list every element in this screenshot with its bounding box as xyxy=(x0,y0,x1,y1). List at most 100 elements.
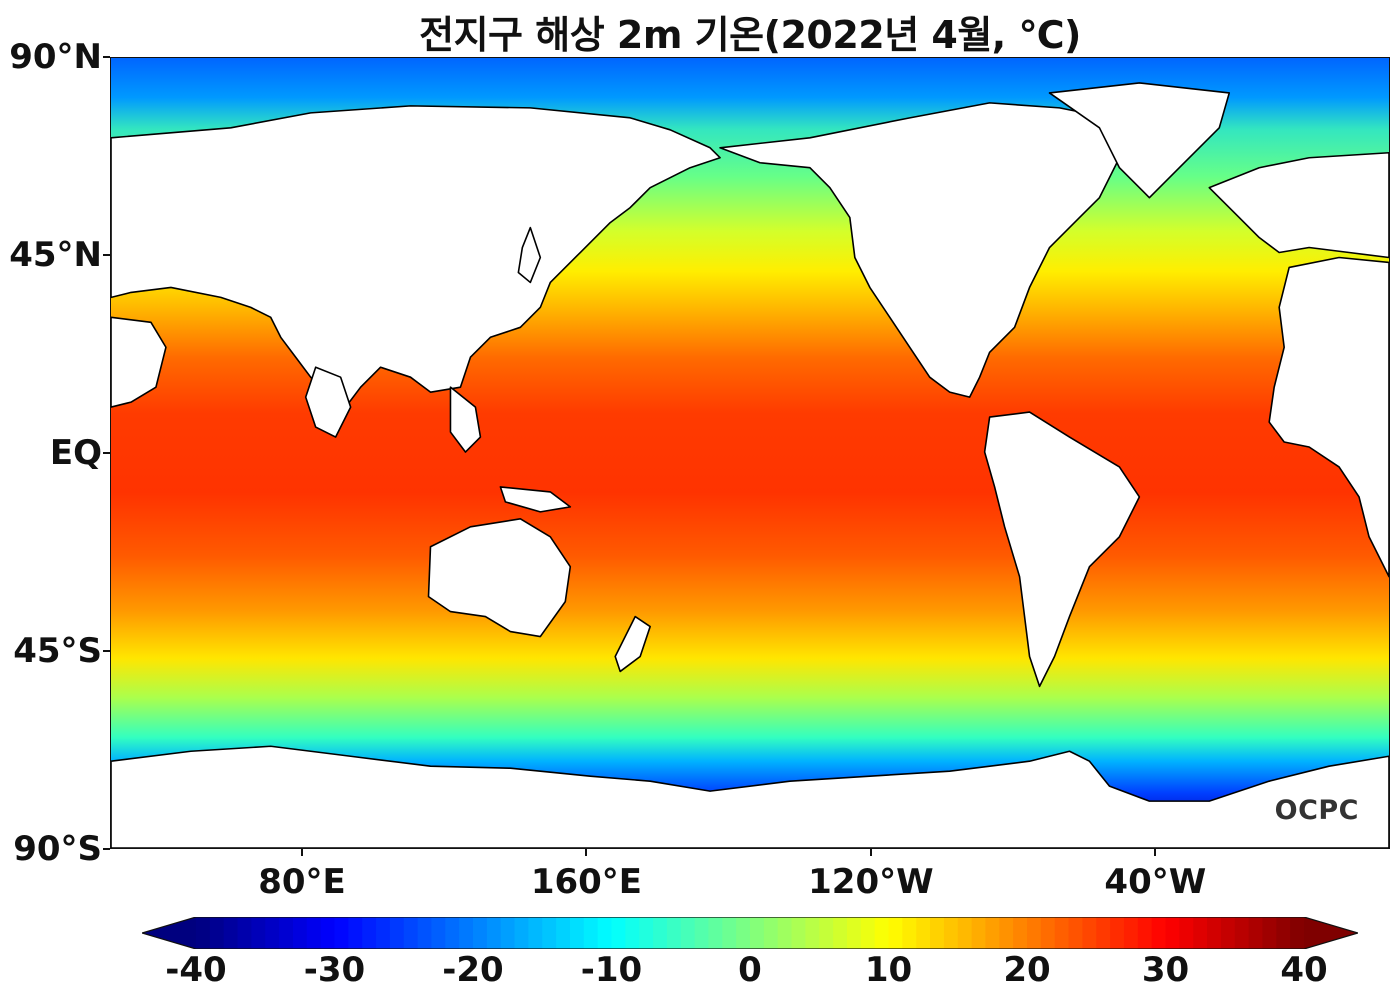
lat-tick-label: 45°N xyxy=(9,235,102,275)
colorbar-segment xyxy=(791,917,806,949)
lat-tick-label: 90°N xyxy=(9,37,102,77)
colorbar-segment xyxy=(805,917,820,949)
colorbar-segment xyxy=(930,917,945,949)
lon-tick-label: 40°W xyxy=(1104,862,1207,902)
colorbar-segment xyxy=(1027,917,1042,949)
colorbar-segment xyxy=(916,917,931,949)
landmass-arabia-africa-edge xyxy=(111,316,167,408)
lat-tick-label: 90°S xyxy=(13,829,102,869)
colorbar-segment xyxy=(196,917,211,949)
colorbar-tick-label: 40 xyxy=(1280,950,1328,990)
colorbar-segment xyxy=(1151,917,1167,949)
colorbar-segment xyxy=(1179,917,1194,949)
colorbar-segment xyxy=(1220,917,1236,949)
colorbar-segment xyxy=(1068,917,1083,949)
colorbar-segment xyxy=(583,917,599,949)
colorbar-segment xyxy=(750,917,765,949)
colorbar-segment xyxy=(971,917,987,949)
colorbar-segment xyxy=(1262,917,1277,949)
lon-tick-label: 160°E xyxy=(530,862,643,902)
colorbar-tick-label: -30 xyxy=(303,950,366,990)
landmass-south-america xyxy=(983,411,1141,688)
colorbar-segment xyxy=(320,917,336,949)
colorbar-segment xyxy=(265,917,280,949)
landmass-north-america xyxy=(719,102,1121,398)
colorbar-tick-label: 30 xyxy=(1141,950,1190,990)
colorbar-segment xyxy=(1054,917,1070,949)
colorbar-segment xyxy=(860,917,876,949)
colorbar-segment xyxy=(653,917,668,949)
colorbar-segment xyxy=(362,917,377,949)
colorbar-segment xyxy=(1276,917,1291,949)
temperature-map xyxy=(111,58,1389,848)
colorbar-segment xyxy=(957,917,973,949)
colorbar-segment xyxy=(1290,917,1305,949)
colorbar-graphic xyxy=(139,916,1361,950)
colorbar-segment xyxy=(1096,917,1111,949)
colorbar-segment xyxy=(279,917,294,949)
colorbar-segment xyxy=(348,917,363,949)
colorbar-tick-label: -10 xyxy=(580,950,643,990)
colorbar-segment xyxy=(237,917,252,949)
colorbar-segment xyxy=(833,917,848,949)
colorbar-segment xyxy=(846,917,862,949)
colorbar-segment xyxy=(389,917,405,949)
colorbar-segment xyxy=(556,917,571,949)
colorbar-tick-label: 20 xyxy=(1003,950,1051,990)
landmass-eurasia xyxy=(111,105,721,408)
lat-tick-mark xyxy=(103,848,110,850)
colorbar-extend-max xyxy=(1304,917,1358,949)
colorbar-segment xyxy=(251,917,266,949)
lon-tick-mark xyxy=(869,849,872,856)
colorbar-segment xyxy=(473,917,488,949)
colorbar-segment xyxy=(1013,917,1028,949)
lat-tick-label: EQ xyxy=(49,433,102,473)
colorbar-segment xyxy=(736,917,751,949)
colorbar-segment xyxy=(1234,917,1250,949)
colorbar-segment xyxy=(694,917,710,949)
colorbar-segment xyxy=(819,917,834,949)
colorbar-segment xyxy=(542,917,557,949)
colorbar-segment xyxy=(943,917,959,949)
colorbar-segment xyxy=(625,917,640,949)
lat-tick-mark xyxy=(103,650,110,652)
colorbar-segment xyxy=(514,917,529,949)
colorbar-segment xyxy=(999,917,1014,949)
colorbar-segment xyxy=(1193,917,1208,949)
colorbar-segment xyxy=(874,917,890,949)
colorbar-segment xyxy=(445,917,460,949)
colorbar-segment xyxy=(1123,917,1139,949)
landmass-greenland xyxy=(1048,82,1231,199)
colorbar-segment xyxy=(486,917,502,949)
colorbar-segment xyxy=(209,917,225,949)
colorbar-segment xyxy=(1248,917,1264,949)
lat-tick-mark xyxy=(103,452,110,454)
colorbar-segment xyxy=(334,917,349,949)
colorbar-segment xyxy=(985,917,1000,949)
landmass-africa xyxy=(1268,256,1389,578)
colorbar-segment xyxy=(1040,917,1056,949)
colorbar-segment xyxy=(500,917,516,949)
lat-tick-mark xyxy=(103,56,110,58)
colorbar-segment xyxy=(763,917,779,949)
lon-tick-mark xyxy=(1154,849,1157,856)
lat-tick-label: 45°S xyxy=(13,631,102,671)
landmass-new-guinea xyxy=(499,486,572,513)
colorbar xyxy=(139,916,1361,950)
colorbar-tick-label: -40 xyxy=(165,950,227,990)
colorbar-segment xyxy=(431,917,446,949)
colorbar-tick-label: 10 xyxy=(864,950,913,990)
colorbar-segment xyxy=(680,917,696,949)
colorbar-segment xyxy=(223,917,239,949)
colorbar-segment xyxy=(666,917,682,949)
colorbar-segment xyxy=(376,917,391,949)
lon-tick-mark xyxy=(585,849,588,856)
colorbar-segment xyxy=(888,917,903,949)
colorbar-segment xyxy=(417,917,433,949)
colorbar-tick-label: 0 xyxy=(738,950,762,990)
colorbar-segment xyxy=(777,917,793,949)
colorbar-segment xyxy=(708,917,723,949)
land-masses xyxy=(111,82,1389,848)
landmass-australia xyxy=(427,518,572,638)
landmass-antarctica xyxy=(111,745,1389,848)
